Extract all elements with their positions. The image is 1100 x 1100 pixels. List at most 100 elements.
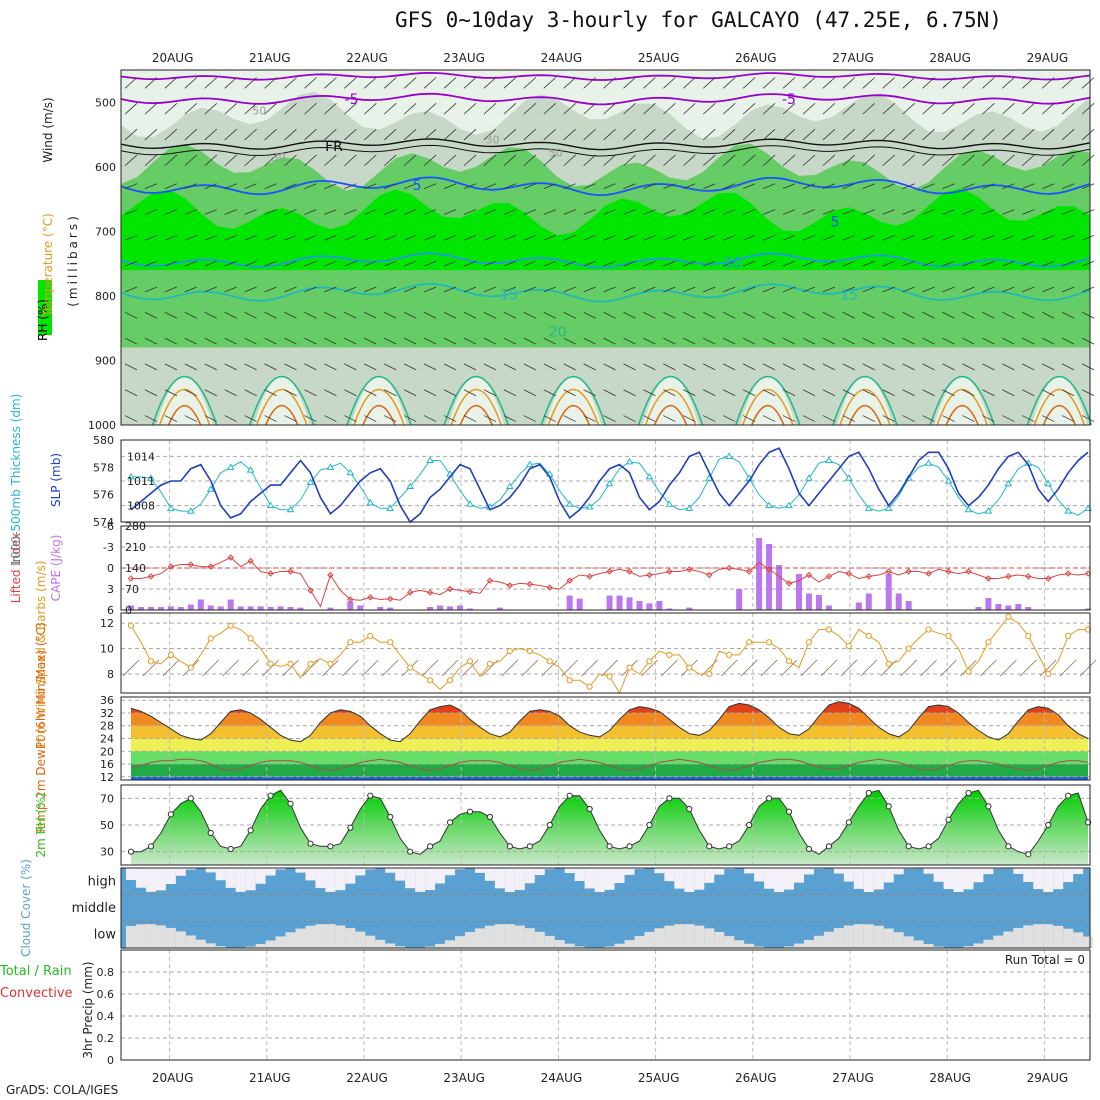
thickness-marker [685,504,694,511]
wind-barb [603,103,616,115]
wind-barb [762,235,776,241]
wind-speed-marker [985,639,992,646]
cloud-low-gap [813,935,824,948]
wind-barb [204,128,218,141]
date-label-bottom: 28AUG [929,1071,971,1085]
date-label-top: 20AUG [152,51,194,65]
rh2m-marker [1045,821,1052,829]
rh2m-marker [247,827,254,834]
wind-speed-marker [566,677,573,684]
cloud-high-gap [793,868,804,883]
wind-barb [384,286,397,293]
isotherm-20 [735,376,801,426]
cloud-high-gap [803,868,814,875]
y-tick-label: 12 [100,771,114,784]
cloud-high-gap [1033,868,1044,890]
wind-barb [284,103,297,115]
rh-contour-label: 30 [486,134,500,147]
wind-barb [264,311,277,319]
wind-barb [264,286,277,293]
wind-barb-10m [441,659,459,677]
wind-barb [423,415,437,422]
thickness-marker [525,460,534,468]
thickness-marker [984,507,993,514]
wind-barbs [124,77,1095,422]
wind-barb [324,77,337,89]
wind-barb [762,363,776,371]
lifted-index-marker [267,570,274,577]
wind-barb [822,286,836,293]
wind-barb [663,311,676,319]
lifted-index-marker [127,575,135,582]
isotherm-30 [556,405,591,426]
wind-barb [483,311,497,319]
wind-barb [942,286,955,293]
wind-barb [603,260,616,267]
wind-barb [403,128,417,141]
wind-barb [703,415,716,422]
cloud-high-gap [724,868,735,870]
cloud-low-gap [395,946,406,948]
wind-barb [982,103,995,115]
rh-diurnal-cell [1031,376,1088,425]
wind-barb [124,235,138,241]
wind-barb [643,209,656,215]
wind-barb-10m [222,659,239,677]
wind-barb [723,389,736,397]
cloud-high-gap [1063,868,1074,883]
y-tick-label: 700 [95,225,116,238]
wind-barb [124,103,138,115]
rh2m-marker [746,821,753,829]
wind-barb [144,363,158,371]
wind-barb [962,415,975,422]
wind-barb [643,103,656,115]
cape-bar [457,605,464,610]
wind-barb [1061,103,1075,115]
wind-barb [144,128,158,141]
lifted-index-marker [725,564,733,572]
wind-barb [1022,311,1035,319]
wind-barb [384,260,397,267]
cloud-low-gap [754,946,765,948]
wind-barb [723,337,736,345]
wind-barb [483,337,497,345]
wind-barb [184,337,197,345]
wind-barb [603,128,616,141]
wind-barb [842,286,855,293]
lifted-index-marker [805,571,813,579]
cloud-high-gap [315,868,326,889]
wind-barb [723,415,736,422]
wind-barb-10m [980,659,997,677]
wind-barb [563,389,576,397]
rh2m-marker [167,811,174,818]
wind-barb [304,415,317,422]
wind-barb-10m [840,659,858,677]
cloud-low-gap [175,931,186,948]
cloud-row-label: middle [72,901,116,916]
wind-barb [364,128,377,141]
cloud-low-gap [833,928,844,948]
wind-barb-10m [541,659,559,677]
rh2m-marker [267,792,274,799]
wind-barb [802,260,816,267]
wind-barb [563,337,576,345]
wind-barb [982,235,995,241]
y-tick-label: 0.8 [97,966,115,979]
cloud-low-gap [155,925,166,948]
wind-barb [603,154,616,167]
wind-barb-10m [342,659,359,677]
wind-barb [982,209,995,215]
cloud-low-gap [903,936,914,948]
wind-barb [742,260,756,267]
wind-barb [862,154,876,167]
wind-barb [902,363,915,371]
isotherm-30 [362,405,396,426]
wind-barb [543,260,556,267]
lifted-index-marker [486,577,494,584]
cloud-low-gap [126,925,136,948]
wind-barb [523,286,536,293]
wind-barb [1081,154,1095,167]
wind-barb [244,183,257,189]
wind-barb [842,415,856,422]
